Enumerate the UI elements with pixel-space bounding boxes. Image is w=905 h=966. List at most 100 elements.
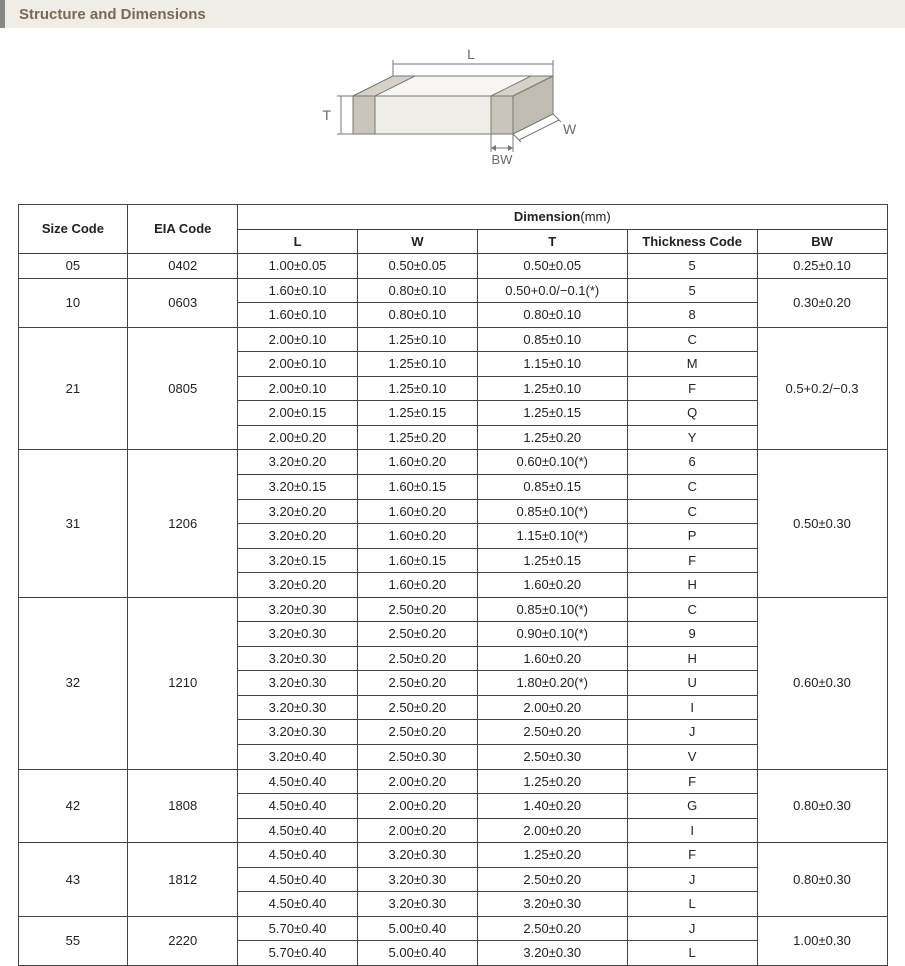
cell-eia: 0402 [128, 254, 238, 279]
cell-T: 0.90±0.10(*) [477, 622, 627, 647]
label-T: T [322, 107, 331, 123]
cell-L: 1.60±0.10 [238, 303, 358, 328]
cell-L: 3.20±0.15 [238, 475, 358, 500]
cell-L: 3.20±0.30 [238, 671, 358, 696]
cell-L: 3.20±0.20 [238, 450, 358, 475]
cell-L: 2.00±0.10 [238, 327, 358, 352]
cell-T: 2.00±0.20 [477, 818, 627, 843]
cell-W: 2.00±0.20 [357, 818, 477, 843]
cell-TC: V [627, 745, 757, 770]
cell-eia: 0603 [128, 278, 238, 327]
cell-L: 2.00±0.10 [238, 376, 358, 401]
cell-W: 0.50±0.05 [357, 254, 477, 279]
cell-TC: 6 [627, 450, 757, 475]
th-W: W [357, 229, 477, 254]
cell-L: 2.00±0.15 [238, 401, 358, 426]
cell-W: 1.25±0.15 [357, 401, 477, 426]
th-TC: Thickness Code [627, 229, 757, 254]
chip-diagram-svg: L T W BW [303, 46, 603, 196]
cell-T: 2.50±0.20 [477, 867, 627, 892]
cell-eia: 1808 [128, 769, 238, 843]
cell-T: 1.25±0.15 [477, 401, 627, 426]
cell-T: 1.25±0.20 [477, 425, 627, 450]
cell-W: 1.25±0.10 [357, 327, 477, 352]
cell-eia: 1206 [128, 450, 238, 597]
cell-TC: C [627, 499, 757, 524]
cell-TC: Q [627, 401, 757, 426]
table-row: 1006031.60±0.100.80±0.100.50+0.0/−0.1(*)… [18, 278, 887, 303]
cell-size: 32 [18, 597, 128, 769]
cell-TC: Y [627, 425, 757, 450]
cell-L: 3.20±0.40 [238, 745, 358, 770]
cell-W: 2.00±0.20 [357, 794, 477, 819]
cell-L: 3.20±0.30 [238, 597, 358, 622]
cell-TC: G [627, 794, 757, 819]
table-row: 4218084.50±0.402.00±0.201.25±0.20F0.80±0… [18, 769, 887, 794]
cell-size: 10 [18, 278, 128, 327]
cell-L: 3.20±0.20 [238, 499, 358, 524]
cell-T: 2.50±0.20 [477, 916, 627, 941]
cell-size: 31 [18, 450, 128, 597]
cell-W: 1.60±0.20 [357, 524, 477, 549]
th-size: Size Code [18, 205, 128, 254]
cell-L: 4.50±0.40 [238, 843, 358, 868]
cell-T: 1.15±0.10(*) [477, 524, 627, 549]
cell-TC: L [627, 892, 757, 917]
cell-T: 0.85±0.10(*) [477, 597, 627, 622]
cell-T: 0.50±0.05 [477, 254, 627, 279]
cell-bw: 0.30±0.20 [757, 278, 887, 327]
cell-bw: 0.80±0.30 [757, 843, 887, 917]
cell-TC: J [627, 720, 757, 745]
cell-L: 1.00±0.05 [238, 254, 358, 279]
cell-TC: F [627, 769, 757, 794]
cell-TC: J [627, 867, 757, 892]
label-W: W [563, 121, 577, 137]
cell-L: 3.20±0.15 [238, 548, 358, 573]
cell-L: 3.20±0.30 [238, 720, 358, 745]
cell-T: 1.15±0.10 [477, 352, 627, 377]
cell-L: 1.60±0.10 [238, 278, 358, 303]
cell-eia: 1812 [128, 843, 238, 917]
cell-TC: C [627, 327, 757, 352]
cell-L: 3.20±0.20 [238, 573, 358, 598]
cell-eia: 2220 [128, 916, 238, 965]
cell-W: 1.25±0.10 [357, 376, 477, 401]
table-row: 3112063.20±0.201.60±0.200.60±0.10(*)60.5… [18, 450, 887, 475]
cell-bw: 1.00±0.30 [757, 916, 887, 965]
cell-W: 2.50±0.30 [357, 745, 477, 770]
cell-L: 4.50±0.40 [238, 892, 358, 917]
th-BW: BW [757, 229, 887, 254]
cell-L: 3.20±0.30 [238, 622, 358, 647]
cell-size: 05 [18, 254, 128, 279]
cell-bw: 0.50±0.30 [757, 450, 887, 597]
dimensions-table: Size Code EIA Code Dimension(mm) L W T T… [18, 204, 888, 966]
cell-TC: C [627, 475, 757, 500]
cell-T: 0.60±0.10(*) [477, 450, 627, 475]
cell-TC: F [627, 376, 757, 401]
cell-eia: 0805 [128, 327, 238, 450]
cell-T: 3.20±0.30 [477, 892, 627, 917]
cell-T: 2.00±0.20 [477, 695, 627, 720]
cell-W: 5.00±0.40 [357, 916, 477, 941]
table-row: 3212103.20±0.302.50±0.200.85±0.10(*)C0.6… [18, 597, 887, 622]
cell-T: 1.25±0.20 [477, 843, 627, 868]
cell-T: 1.60±0.20 [477, 573, 627, 598]
cell-W: 1.60±0.20 [357, 573, 477, 598]
cell-L: 2.00±0.20 [238, 425, 358, 450]
cell-TC: H [627, 646, 757, 671]
cell-T: 1.25±0.20 [477, 769, 627, 794]
cell-TC: F [627, 548, 757, 573]
th-L: L [238, 229, 358, 254]
cell-L: 3.20±0.30 [238, 695, 358, 720]
cell-bw: 0.60±0.30 [757, 597, 887, 769]
cell-L: 4.50±0.40 [238, 867, 358, 892]
table-row: 4318124.50±0.403.20±0.301.25±0.20F0.80±0… [18, 843, 887, 868]
cell-TC: M [627, 352, 757, 377]
label-L: L [467, 46, 475, 62]
table-body: 0504021.00±0.050.50±0.050.50±0.0550.25±0… [18, 254, 887, 966]
cell-W: 1.25±0.10 [357, 352, 477, 377]
cell-W: 1.60±0.20 [357, 499, 477, 524]
cell-T: 1.60±0.20 [477, 646, 627, 671]
cell-W: 1.60±0.15 [357, 475, 477, 500]
cell-T: 1.80±0.20(*) [477, 671, 627, 696]
